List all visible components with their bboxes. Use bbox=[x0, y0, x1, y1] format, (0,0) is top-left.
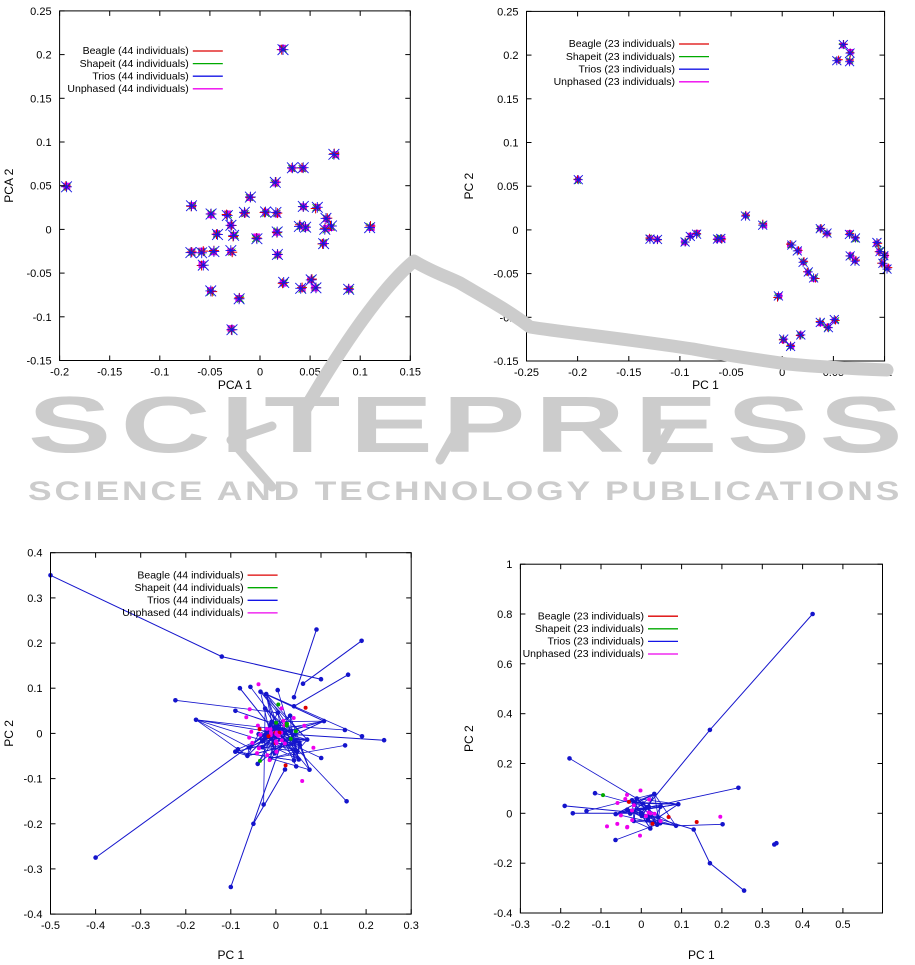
svg-text:SCIENCE AND TECHNOLOGY PUBLICA: SCIENCE AND TECHNOLOGY PUBLICATIONS bbox=[28, 476, 902, 506]
svg-text:SCITEPRESS: SCITEPRESS bbox=[28, 380, 912, 469]
